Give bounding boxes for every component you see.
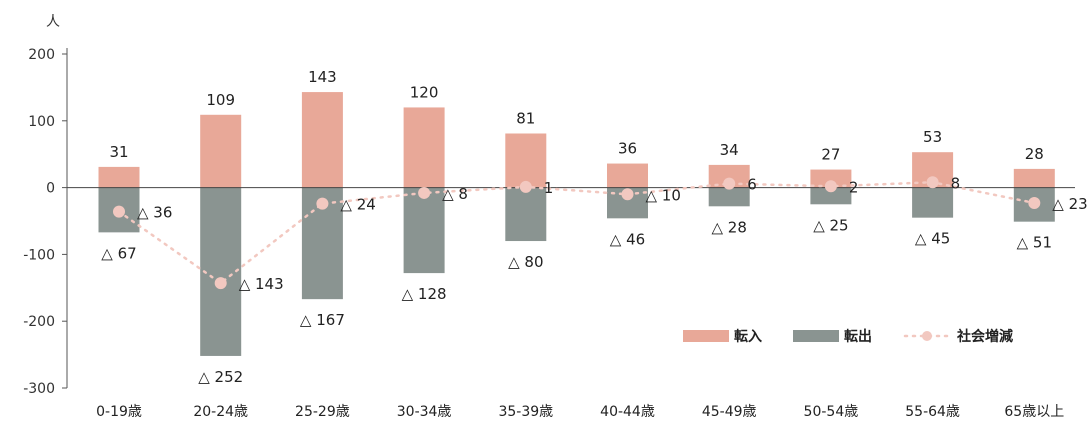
data-label-tennyu: 120 [410, 83, 439, 101]
data-label-tennyu: 36 [618, 140, 637, 158]
data-label-net: 2 [849, 178, 859, 196]
data-label-tenshutsu: △ 252 [198, 368, 243, 386]
net-point [519, 180, 532, 193]
bar-tenshutsu [505, 187, 547, 242]
bar-tennyu [607, 163, 648, 188]
data-label-net: △ 36 [137, 204, 172, 222]
legend-swatch-tennyu [683, 330, 729, 342]
x-tick-label: 35-39歳 [498, 404, 553, 420]
data-label-net: 6 [747, 176, 757, 194]
net-point [418, 186, 431, 199]
net-point [214, 277, 227, 290]
bar-tennyu [98, 166, 140, 188]
data-label-tenshutsu: △ 28 [712, 218, 747, 236]
bar-tenshutsu [403, 187, 445, 274]
x-tick-label: 50-54歳 [804, 404, 859, 420]
x-tick-label: 40-44歳 [600, 404, 655, 420]
net-point [316, 197, 329, 210]
data-label-tenshutsu: △ 25 [813, 216, 848, 234]
data-label-net: △ 10 [646, 186, 681, 204]
x-tick-label: 25-29歳 [295, 404, 350, 420]
net-point [926, 176, 939, 189]
bar-tennyu [200, 114, 242, 188]
y-tick-label: -300 [23, 381, 55, 397]
data-label-tennyu: 34 [720, 141, 739, 159]
x-tick-label: 55-64歳 [905, 404, 960, 420]
data-label-tenshutsu: △ 46 [610, 230, 645, 248]
bar-tenshutsu [810, 187, 852, 205]
bar-tennyu [1013, 168, 1055, 188]
y-axis-label: 人 [46, 14, 60, 30]
x-tick-label: 0-19歳 [96, 404, 142, 420]
y-tick-label: 200 [28, 47, 55, 63]
bar-tennyu [403, 107, 445, 188]
data-label-net: △ 143 [239, 275, 284, 293]
data-label-tennyu: 109 [206, 91, 235, 109]
x-tick-label: 65歳以上 [1004, 404, 1064, 420]
net-line [117, 181, 1036, 285]
legend-swatch-tenshutsu [793, 330, 839, 342]
data-label-tennyu: 28 [1025, 145, 1044, 163]
data-label-tenshutsu: △ 67 [101, 244, 136, 262]
x-tick-label: 20-24歳 [193, 404, 248, 420]
bar-tenshutsu [912, 187, 954, 218]
data-label-tennyu: 27 [821, 146, 840, 164]
data-label-tenshutsu: △ 128 [402, 285, 447, 303]
bar-tenshutsu [200, 187, 242, 356]
legend-label-tenshutsu: 転出 [844, 328, 872, 345]
data-label-tennyu: 53 [923, 128, 942, 146]
bar-tennyu [810, 169, 852, 188]
data-label-net: △ 23 [1052, 195, 1087, 213]
legend-label-net: 社会増減 [956, 328, 1013, 345]
data-label-tennyu: 143 [308, 68, 337, 86]
x-tick-label: 30-34歳 [397, 404, 452, 420]
data-label-tenshutsu: △ 167 [300, 311, 345, 329]
y-tick-label: -100 [23, 247, 55, 263]
net-point [621, 188, 634, 201]
legend-label-tennyu: 転入 [734, 328, 762, 345]
y-tick-label: 100 [28, 114, 55, 130]
data-label-tennyu: 81 [516, 109, 535, 127]
bar-tennyu [708, 164, 750, 188]
bar-tennyu [301, 92, 343, 188]
net-point [723, 177, 736, 190]
data-label-tenshutsu: △ 45 [915, 230, 950, 248]
net-point [1028, 196, 1041, 209]
bar-tennyu [505, 133, 547, 188]
legend-swatch-net-point [922, 331, 932, 341]
data-label-net: 8 [951, 174, 961, 192]
data-label-net: △ 8 [442, 185, 468, 203]
data-label-tenshutsu: △ 51 [1017, 234, 1052, 252]
data-label-tennyu: 31 [109, 143, 128, 161]
data-label-tenshutsu: △ 80 [508, 253, 543, 271]
y-tick-label: -200 [23, 314, 55, 330]
x-tick-label: 45-49歳 [702, 404, 757, 420]
net-point [113, 205, 125, 218]
data-label-net: △ 24 [340, 196, 375, 214]
data-label-net: 1 [544, 179, 554, 197]
y-tick-label: 0 [46, 181, 55, 197]
net-point [824, 180, 837, 193]
bar-tenshutsu [708, 187, 750, 207]
